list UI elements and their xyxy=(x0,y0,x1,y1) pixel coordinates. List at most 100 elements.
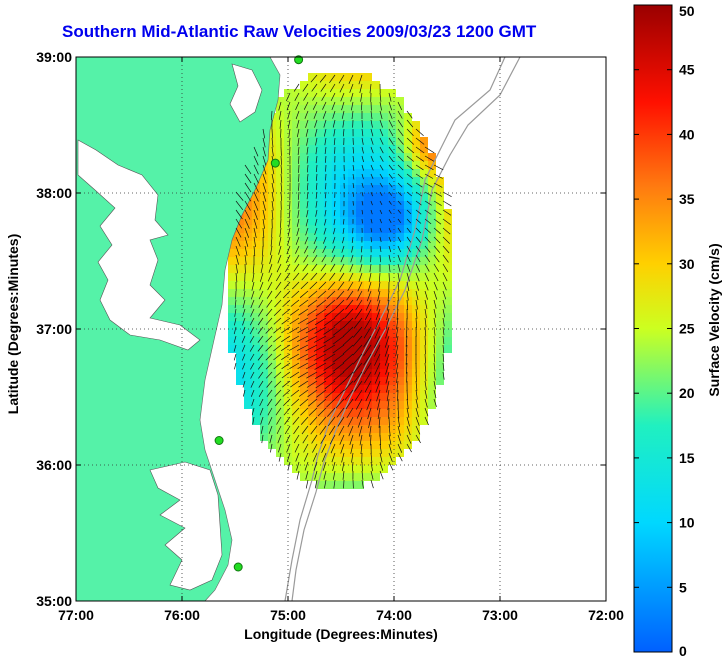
velocity-arrow xyxy=(415,398,419,409)
velocity-cell xyxy=(428,209,436,217)
velocity-arrow xyxy=(433,380,436,390)
velocity-cell xyxy=(268,265,276,273)
velocity-cell xyxy=(324,249,332,257)
velocity-arrow xyxy=(379,218,382,224)
velocity-cell xyxy=(340,393,348,401)
velocity-arrow xyxy=(361,200,364,206)
velocity-cell xyxy=(404,441,412,449)
velocity-cell xyxy=(348,153,356,161)
velocity-cell xyxy=(292,433,300,441)
velocity-cell xyxy=(420,289,428,297)
velocity-cell xyxy=(404,313,412,321)
velocity-cell xyxy=(340,353,348,361)
velocity-arrow xyxy=(442,236,450,244)
velocity-cell xyxy=(316,257,324,265)
velocity-arrow xyxy=(356,290,363,301)
velocity-arrow xyxy=(322,452,327,462)
velocity-cell xyxy=(332,145,340,153)
velocity-cell xyxy=(348,393,356,401)
velocity-cell xyxy=(276,241,284,249)
velocity-arrow xyxy=(406,137,415,145)
velocity-arrow xyxy=(349,83,354,93)
velocity-cell xyxy=(308,169,316,177)
velocity-arrow xyxy=(360,254,363,263)
velocity-cell xyxy=(316,121,324,129)
velocity-cell xyxy=(236,281,244,289)
velocity-cell xyxy=(260,169,268,177)
velocity-cell xyxy=(380,233,388,241)
velocity-arrow xyxy=(397,191,402,197)
velocity-cell xyxy=(276,385,284,393)
velocity-cell xyxy=(268,393,276,401)
velocity-cell xyxy=(268,273,276,281)
velocity-cell xyxy=(404,121,412,129)
velocity-arrow xyxy=(424,146,435,154)
velocity-arrow xyxy=(323,371,336,380)
velocity-cell xyxy=(332,457,340,465)
velocity-arrow xyxy=(269,434,273,444)
velocity-cell xyxy=(364,289,372,297)
velocity-arrow xyxy=(406,227,411,233)
velocity-arrow xyxy=(377,407,381,420)
velocity-cell xyxy=(444,241,452,249)
velocity-arrow xyxy=(332,326,345,336)
velocity-arrow xyxy=(406,110,413,119)
velocity-arrow xyxy=(314,119,318,128)
velocity-arrow xyxy=(243,281,246,291)
velocity-arrow xyxy=(370,191,373,197)
velocity-cell xyxy=(364,241,372,249)
velocity-arrow xyxy=(386,308,390,321)
velocity-cell xyxy=(324,289,332,297)
velocity-cell xyxy=(332,233,340,241)
velocity-cell xyxy=(236,233,244,241)
velocity-cell xyxy=(332,241,340,249)
velocity-arrow xyxy=(250,371,255,379)
velocity-cell xyxy=(252,257,260,265)
velocity-arrow xyxy=(315,200,318,208)
velocity-cell xyxy=(340,417,348,425)
velocity-arrow xyxy=(310,74,318,83)
velocity-cell xyxy=(324,161,332,169)
velocity-arrow xyxy=(379,155,384,162)
velocity-cell xyxy=(252,313,260,321)
velocity-arrow xyxy=(281,308,291,316)
velocity-cell xyxy=(388,273,396,281)
velocity-cell xyxy=(316,425,324,433)
velocity-cell xyxy=(356,73,364,81)
velocity-arrow xyxy=(363,353,372,366)
velocity-cell xyxy=(436,193,444,201)
velocity-cell xyxy=(236,377,244,385)
velocity-arrow xyxy=(324,200,327,208)
velocity-arrow xyxy=(311,83,318,92)
velocity-cell xyxy=(388,433,396,441)
velocity-arrow xyxy=(424,200,432,206)
velocity-cell xyxy=(300,97,308,105)
velocity-cell xyxy=(340,121,348,129)
velocity-arrow xyxy=(386,389,390,402)
velocity-cell xyxy=(300,473,308,481)
velocity-cell xyxy=(332,377,340,385)
velocity-arrow xyxy=(314,335,327,343)
velocity-arrow xyxy=(433,299,437,309)
velocity-arrow xyxy=(388,128,394,137)
velocity-arrow xyxy=(352,335,363,347)
velocity-arrow xyxy=(265,344,273,352)
velocity-cell xyxy=(372,441,380,449)
velocity-cell xyxy=(276,265,284,273)
velocity-arrow xyxy=(289,353,300,360)
velocity-cell xyxy=(420,361,428,369)
velocity-cell xyxy=(404,329,412,337)
velocity-arrow xyxy=(314,371,327,379)
velocity-arrow xyxy=(296,227,300,236)
velocity-cell xyxy=(316,273,324,281)
velocity-cell xyxy=(308,121,316,129)
velocity-arrow xyxy=(424,173,434,179)
velocity-cell xyxy=(380,169,388,177)
velocity-arrow xyxy=(241,344,246,352)
velocity-arrow xyxy=(424,407,429,417)
velocity-cell xyxy=(268,401,276,409)
velocity-arrow xyxy=(327,281,336,291)
velocity-arrow xyxy=(290,389,300,397)
velocity-cell xyxy=(308,377,316,385)
velocity-arrow xyxy=(321,254,327,263)
